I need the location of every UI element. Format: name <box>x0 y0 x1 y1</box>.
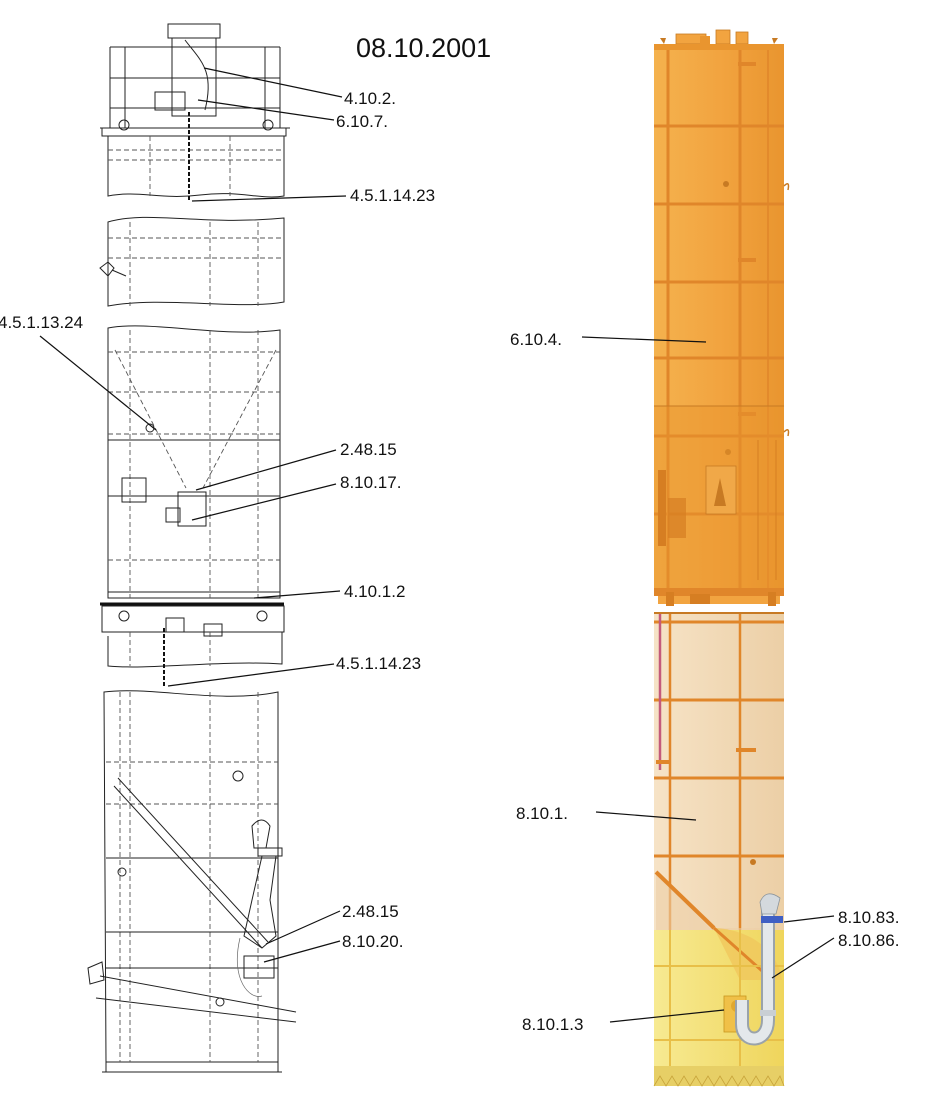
upper-silo-body <box>654 50 790 606</box>
callout-left-6: 8.10.17. <box>340 473 401 492</box>
left-schematic <box>39 23 347 1073</box>
right-silo-model <box>581 29 835 1087</box>
callout-right-1: 6.10.4. <box>510 330 562 349</box>
callout-left-4: 4.5.1.13.24 <box>0 313 83 332</box>
top-railing-section <box>100 23 290 201</box>
callout-left-8: 4.5.1.14.23 <box>336 654 421 673</box>
callout-left-10: 8.10.20. <box>342 932 403 951</box>
callout-left-7: 4.10.1.2 <box>344 582 405 601</box>
callout-right-2: 8.10.1. <box>516 804 568 823</box>
cone-section <box>107 325 281 599</box>
discharge-pipe <box>735 893 783 1046</box>
lower-silo-body <box>654 612 784 930</box>
lower-shell-section <box>87 690 297 1073</box>
left-leader-lines <box>39 67 347 963</box>
callout-right-5: 8.10.1.3 <box>522 1015 583 1034</box>
callout-left-9: 2.48.15 <box>342 902 399 921</box>
callout-right-4: 8.10.86. <box>838 931 899 950</box>
flange-band <box>100 602 285 688</box>
right-leader-lines <box>581 336 835 1023</box>
callout-left-2: 6.10.7. <box>336 112 388 131</box>
silo-top-fittings <box>654 29 784 50</box>
callout-left-5: 2.48.15 <box>340 440 397 459</box>
drawing-date: 08.10.2001 <box>356 33 491 63</box>
callout-right-3: 8.10.83. <box>838 908 899 927</box>
upper-shell-section <box>99 216 285 307</box>
callout-left-1: 4.10.2. <box>344 89 396 108</box>
callout-left-3: 4.5.1.14.23 <box>350 186 435 205</box>
